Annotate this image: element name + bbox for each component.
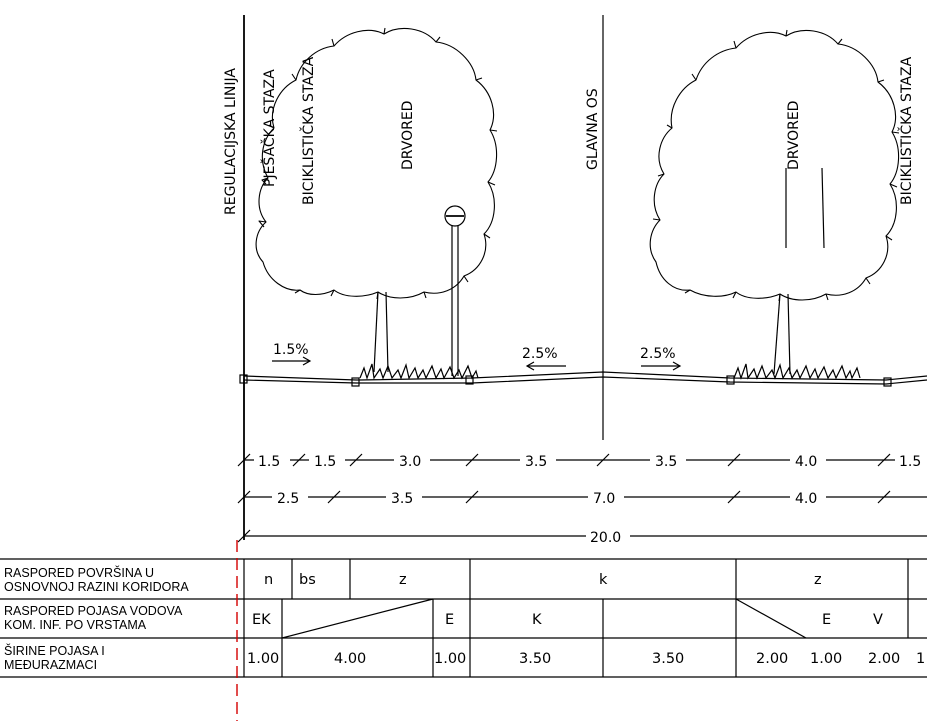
- curb: [726, 375, 735, 385]
- table-cell: 1.00: [247, 651, 279, 667]
- table-cell: z: [399, 572, 407, 588]
- dimension-row-3: 20.0: [237, 527, 927, 546]
- slope-label: 2.5%: [640, 346, 676, 362]
- dim-value: 2.5: [277, 491, 299, 507]
- table-cell: V: [873, 612, 883, 628]
- row-label: OSNOVNOJ RAZINI KORIDORA: [4, 580, 189, 594]
- table-cell: K: [532, 612, 542, 628]
- dim-value: 1.5: [314, 454, 336, 470]
- table-cell: 1: [916, 651, 925, 667]
- dim-value: 4.0: [795, 491, 817, 507]
- slope-indicator: 2.5%: [522, 346, 566, 371]
- curb: [351, 377, 360, 387]
- label-glavna-os: GLAVNA OS: [585, 88, 601, 170]
- label-pjesacka-staza: PJEŠAČKA STAZA: [260, 69, 278, 187]
- row-label: KOM. INF. PO VRSTAMA: [4, 618, 147, 632]
- table-cell: k: [599, 572, 608, 588]
- table-cell: 4.00: [334, 651, 366, 667]
- curb: [465, 375, 474, 385]
- dim-value: 20.0: [590, 530, 621, 546]
- dim-value: 1.5: [258, 454, 280, 470]
- dim-value: 3.0: [399, 454, 421, 470]
- slope-indicator: 1.5%: [272, 342, 312, 366]
- label-drvored-left: DRVORED: [400, 101, 416, 170]
- row-label: RASPORED POJASA VODOVA: [4, 604, 183, 618]
- label-biciklisticka-staza-right: BICIKLISTIČKA STAZA: [897, 56, 915, 205]
- row-label: ŠIRINE POJASA I: [4, 643, 105, 658]
- slope-label: 2.5%: [522, 346, 558, 362]
- slope-indicator: 2.5%: [640, 346, 682, 371]
- ground-surface: [239, 362, 927, 420]
- table-cell: n: [264, 572, 273, 588]
- table-cell: 3.50: [652, 651, 684, 667]
- dimension-row-2: 2.5 3.5 7.0 4.0: [237, 488, 927, 507]
- table-cell: z: [814, 572, 822, 588]
- tree-left: [255, 27, 498, 373]
- table-cell: E: [445, 612, 454, 628]
- dim-value: 4.0: [795, 454, 817, 470]
- table-cell: 2.00: [756, 651, 788, 667]
- dim-value: 7.0: [593, 491, 615, 507]
- row-label: RASPORED POVRŠINA U: [4, 565, 154, 580]
- label-drvored-right: DRVORED: [786, 101, 802, 170]
- table-cell: EK: [252, 612, 271, 628]
- slope-label: 1.5%: [273, 342, 309, 358]
- tree-right: [649, 29, 900, 375]
- table-cell: 1.00: [810, 651, 842, 667]
- row-label: MEĐURAZMACI: [4, 658, 97, 672]
- table-cell: 3.50: [519, 651, 551, 667]
- table-cell: bs: [299, 572, 316, 588]
- dimension-row-1: 1.5 1.5 3.0 3.5 3.5 4.0 1.5: [237, 451, 927, 470]
- label-biciklisticka-staza-left: BICIKLISTIČKA STAZA: [299, 56, 317, 205]
- label-regulacijska-linija: REGULACIJSKA LINIJA: [223, 68, 239, 215]
- infrastructure-table: RASPORED POVRŠINA U OSNOVNOJ RAZINI KORI…: [0, 540, 927, 721]
- table-cell: 2.00: [868, 651, 900, 667]
- dim-value: 3.5: [391, 491, 413, 507]
- street-lamp: [444, 205, 466, 376]
- curb: [239, 374, 248, 384]
- table-cell: E: [822, 612, 831, 628]
- curb: [883, 377, 892, 387]
- dim-value: 3.5: [525, 454, 547, 470]
- table-cell: 1.00: [434, 651, 466, 667]
- dim-value: 1.5: [899, 454, 921, 470]
- dim-value: 3.5: [655, 454, 677, 470]
